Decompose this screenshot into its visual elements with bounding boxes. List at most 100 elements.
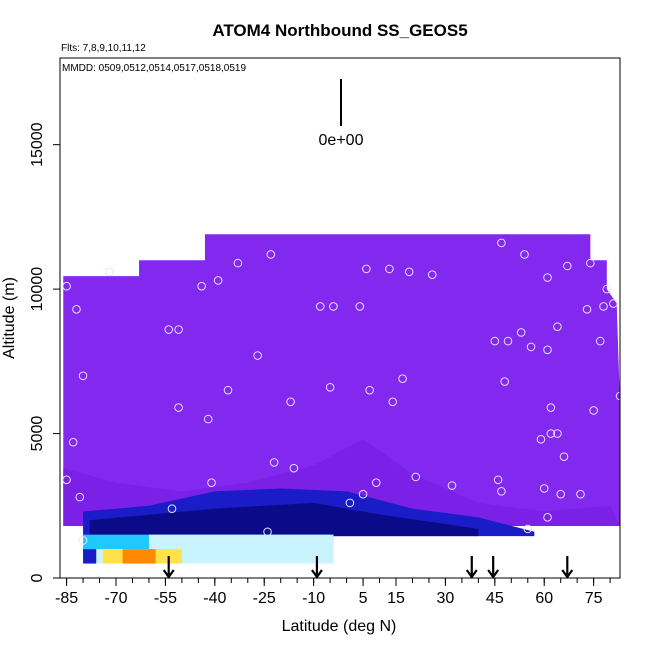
observation-point	[562, 261, 572, 271]
field-upper-region	[63, 234, 620, 526]
observation-point	[72, 305, 81, 314]
observation-point	[371, 478, 381, 487]
observation-point	[105, 267, 114, 277]
observation-point	[586, 258, 595, 268]
observation-point	[589, 406, 598, 415]
x-tick-label: -85	[55, 590, 78, 607]
x-tick-label: 60	[535, 590, 553, 607]
arrow-head	[311, 569, 323, 579]
arrow-head	[465, 569, 478, 579]
y-tick-label: 15000	[29, 122, 46, 167]
y-tick-label: 10000	[29, 267, 46, 312]
observation-point	[497, 487, 506, 496]
observation-point	[500, 377, 510, 386]
dates-subtitle: MMDD: 0509,0512,0514,0517,0518,0519	[62, 63, 246, 74]
observation-point	[62, 475, 71, 485]
observation-point	[362, 264, 371, 274]
observation-point	[203, 414, 213, 424]
arrow-head	[487, 569, 500, 579]
scale-bar-label: 0e+00	[319, 132, 364, 149]
observation-point	[556, 489, 566, 499]
observation-point	[329, 302, 338, 311]
observation-point	[503, 336, 513, 346]
observation-point	[536, 435, 546, 444]
plume-edge	[83, 549, 97, 564]
observation-point	[355, 302, 365, 311]
observation-point	[490, 336, 500, 346]
y-tick-label: 0	[29, 573, 46, 582]
observation-point	[543, 345, 552, 355]
observation-point	[427, 270, 437, 279]
observation-point	[595, 336, 605, 346]
observation-point	[223, 385, 233, 395]
flight-arrows	[162, 556, 574, 579]
concentration-field	[63, 234, 620, 564]
y-tick-label: 5000	[29, 416, 46, 452]
observation-point	[289, 463, 299, 473]
observation-point	[553, 322, 562, 331]
observation-point	[411, 472, 421, 482]
observation-point	[447, 481, 457, 490]
observation-point	[404, 267, 414, 277]
x-tick-label: -70	[104, 590, 127, 607]
observation-point	[602, 284, 612, 294]
x-tick-label: -55	[154, 590, 177, 607]
plume-light-cyan	[148, 534, 334, 550]
observation-point	[523, 524, 533, 534]
observation-point	[497, 238, 506, 248]
arrow-head	[162, 569, 175, 579]
observation-point	[233, 258, 243, 268]
observation-point	[266, 250, 276, 259]
observation-point	[520, 250, 529, 259]
observation-point	[609, 299, 618, 308]
observation-point	[174, 325, 183, 334]
observation-point	[516, 328, 526, 337]
x-tick-label: -10	[302, 590, 325, 607]
observation-point	[365, 385, 374, 395]
x-tick-label: 15	[387, 590, 405, 607]
observation-point	[213, 276, 223, 285]
x-tick-label: 75	[585, 590, 603, 607]
observation-point	[167, 504, 177, 513]
x-axis-label: Latitude (deg N)	[282, 618, 397, 635]
flights-subtitle: Flts: 7,8,9,10,11,12	[61, 43, 146, 54]
observation-point	[599, 302, 608, 311]
observation-point	[543, 513, 552, 522]
observation-point	[253, 351, 262, 360]
observation-point	[559, 452, 569, 461]
observation-point	[385, 264, 394, 274]
x-tick-label: 5	[359, 590, 368, 607]
observation-point	[345, 498, 355, 508]
observation-point	[388, 397, 398, 407]
x-tick-label: -25	[253, 590, 276, 607]
x-tick-label: 30	[437, 590, 455, 607]
observation-point	[546, 429, 556, 438]
observation-point	[546, 403, 556, 412]
observation-point	[75, 492, 85, 502]
observation-point	[174, 403, 183, 412]
observation-point	[315, 302, 325, 311]
y-axis: 0 5000 10000 15000	[29, 58, 61, 582]
observation-point	[543, 273, 552, 282]
chart-title: ATOM4 Northbound SS_GEOS5	[212, 21, 467, 40]
x-tick-label: -40	[203, 590, 226, 607]
observation-point	[526, 342, 536, 352]
observation-point	[539, 484, 549, 493]
field-dark-navy-layer	[89, 502, 479, 537]
observation-point	[576, 489, 585, 499]
x-axis: -85 -70 -55 -40 -25 -10 5 15 30 45 60 75	[55, 577, 620, 607]
observation-point	[263, 527, 272, 537]
observation-point	[582, 305, 592, 314]
observation-point	[197, 281, 206, 291]
observation-point	[164, 325, 174, 334]
observation-point	[68, 437, 78, 447]
x-tick-label: 45	[486, 590, 504, 607]
arrow-head	[561, 569, 574, 579]
observation-point	[553, 429, 562, 438]
observation-point	[325, 383, 335, 392]
observation-point	[207, 478, 216, 487]
observation-point	[62, 281, 71, 291]
observation-point	[493, 475, 503, 485]
y-axis-label: Altitude (m)	[1, 277, 18, 359]
